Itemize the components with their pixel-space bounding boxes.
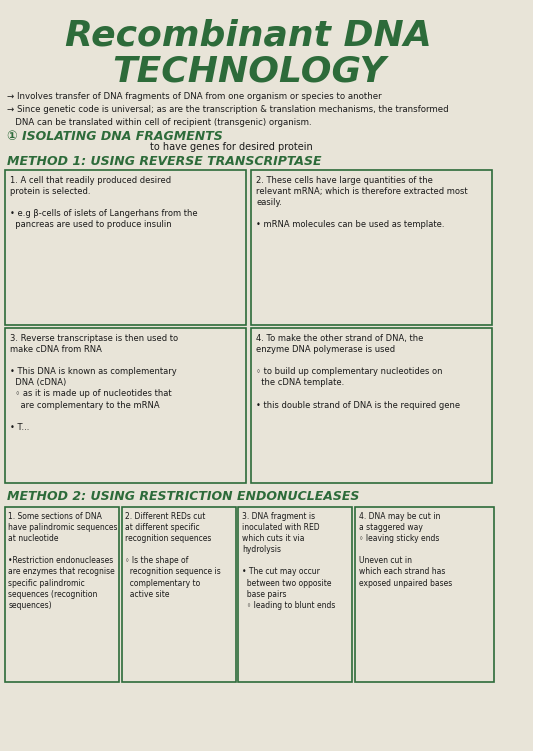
Text: Recombinant DNA: Recombinant DNA (65, 18, 432, 52)
Text: DNA can be translated within cell of recipient (transgenic) organism.: DNA can be translated within cell of rec… (7, 118, 312, 127)
Text: METHOD 2: USING RESTRICTION ENDONUCLEASES: METHOD 2: USING RESTRICTION ENDONUCLEASE… (7, 490, 360, 503)
Text: 2. Different REDs cut
at different specific
recognition sequences

◦ Is the shap: 2. Different REDs cut at different speci… (125, 512, 221, 599)
Text: 1. Some sections of DNA
have palindromic sequences
at nucleotide

•Restriction e: 1. Some sections of DNA have palindromic… (9, 512, 118, 610)
Text: → Since genetic code is universal; as are the transcription & translation mechan: → Since genetic code is universal; as ar… (7, 105, 449, 114)
Text: METHOD 1: USING REVERSE TRANSCRIPTASE: METHOD 1: USING REVERSE TRANSCRIPTASE (7, 155, 322, 168)
Text: 4. DNA may be cut in
a staggered way
◦ leaving sticky ends

Uneven cut in
which : 4. DNA may be cut in a staggered way ◦ l… (359, 512, 452, 587)
Text: → Involves transfer of DNA fragments of DNA from one organism or species to anot: → Involves transfer of DNA fragments of … (7, 92, 382, 101)
Text: TECHNOLOGY: TECHNOLOGY (112, 55, 385, 89)
Text: 3. DNA fragment is
inoculated with RED
which cuts it via
hydrolysis

• The cut m: 3. DNA fragment is inoculated with RED w… (242, 512, 335, 610)
Text: 1. A cell that readily produced desired
protein is selected.

• e.g β-cells of i: 1. A cell that readily produced desired … (10, 176, 198, 229)
Text: 2. These cells have large quantities of the
relevant mRNA; which is therefore ex: 2. These cells have large quantities of … (256, 176, 468, 229)
Text: 4. To make the other strand of DNA, the
enzyme DNA polymerase is used

◦ to buil: 4. To make the other strand of DNA, the … (256, 334, 461, 409)
Text: ① ISOLATING DNA FRAGMENTS: ① ISOLATING DNA FRAGMENTS (7, 130, 223, 143)
Text: 3. Reverse transcriptase is then used to
make cDNA from RNA

• This DNA is known: 3. Reverse transcriptase is then used to… (10, 334, 179, 432)
Text: to have genes for desired protein: to have genes for desired protein (150, 142, 312, 152)
